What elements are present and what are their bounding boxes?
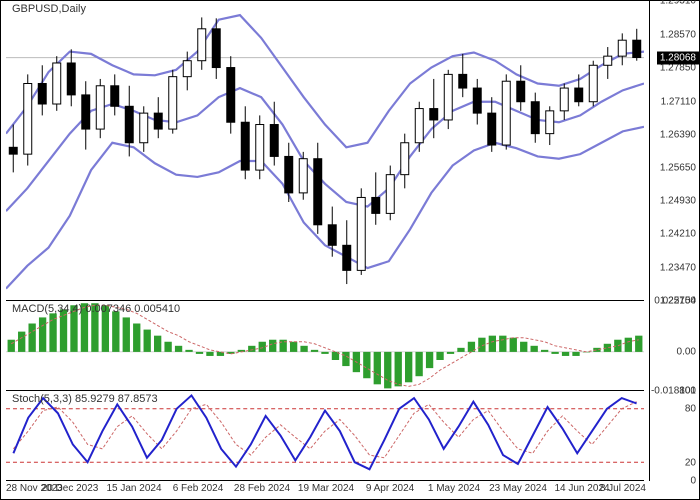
price-panel[interactable]: GBPUSD,Daily <box>6 1 644 301</box>
symbol-label: GBPUSD,Daily <box>12 3 86 15</box>
x-axis: 28 Nov 202320 Dec 202315 Jan 20246 Feb 2… <box>6 481 644 499</box>
last-price-tag: 1.28068 <box>657 51 699 64</box>
stoch-label: Stoch(5,3,3) 85.9279 87.8573 <box>12 393 158 405</box>
stoch-y-axis: 10080200 <box>649 391 699 481</box>
price-plot <box>6 1 644 300</box>
macd-y-axis: 0.0251040.00-0.018801 <box>649 301 699 391</box>
stoch-panel[interactable]: Stoch(5,3,3) 85.9279 87.8573 <box>6 391 644 481</box>
macd-label: MACD(5,34,4) 0.007346 0.005410 <box>12 303 180 315</box>
chart-container: 1.293101.285701.278501.271101.263901.256… <box>0 0 700 500</box>
price-y-axis: 1.293101.285701.278501.271101.263901.256… <box>649 1 699 301</box>
macd-panel[interactable]: MACD(5,34,4) 0.007346 0.005410 <box>6 301 644 391</box>
